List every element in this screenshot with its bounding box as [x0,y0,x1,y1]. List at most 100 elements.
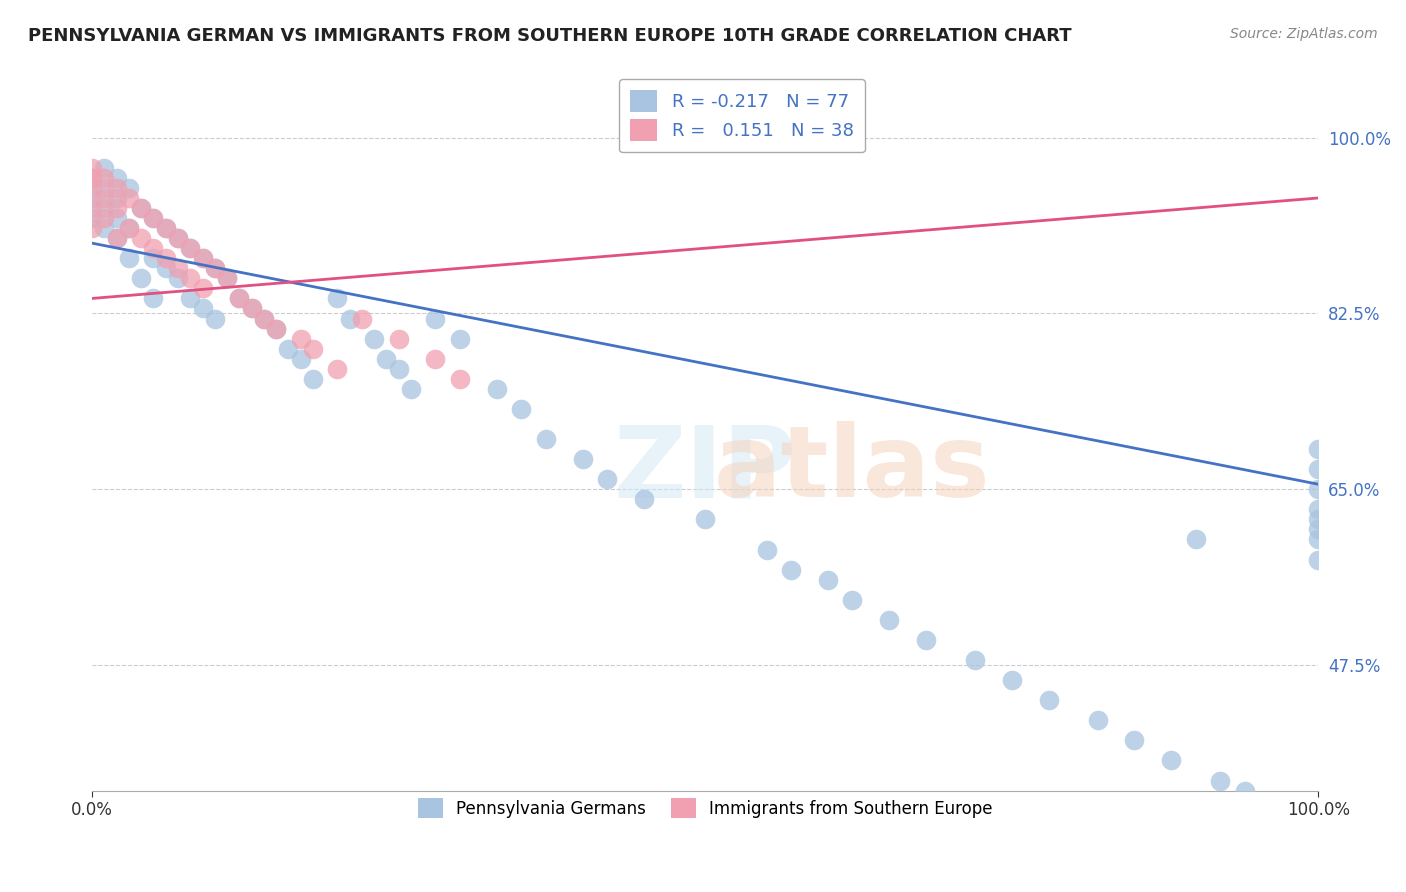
Point [204,311,226,326]
Text: atlas: atlas [714,421,991,518]
Point [82,221,104,235]
Point [253,311,276,326]
Point [191,281,214,295]
Point [1258,804,1281,818]
Point [105,201,128,215]
Point [388,332,411,346]
Point [142,211,165,225]
Point [1184,533,1206,547]
Point [339,311,361,326]
Point [179,271,201,285]
Point [118,191,141,205]
Point [215,271,238,285]
Point [129,231,152,245]
Point [191,252,214,266]
Point [118,221,141,235]
Point [93,211,115,225]
Point [1308,483,1330,497]
Point [534,432,557,446]
Point [82,161,104,175]
Point [129,201,152,215]
Point [129,201,152,215]
Point [915,632,938,647]
Point [105,231,128,245]
Point [155,221,177,235]
Point [302,372,325,386]
Point [277,342,299,356]
Point [633,492,655,507]
Point [155,252,177,266]
Point [105,191,128,205]
Point [1308,552,1330,566]
Point [1308,502,1330,516]
Point [82,181,104,195]
Point [571,452,593,467]
Point [1308,462,1330,476]
Point [425,351,447,366]
Point [105,211,128,225]
Point [191,301,214,316]
Point [155,221,177,235]
Point [302,342,325,356]
Point [179,241,201,255]
Point [485,382,508,396]
Point [142,211,165,225]
Point [264,321,287,335]
Point [179,292,201,306]
Point [142,241,165,255]
Point [240,301,263,316]
Point [449,372,471,386]
Text: ZIP: ZIP [614,421,797,518]
Point [82,170,104,185]
Point [877,613,900,627]
Point [167,231,190,245]
Point [1308,533,1330,547]
Point [363,332,385,346]
Point [425,311,447,326]
Point [963,653,986,667]
Point [1038,693,1060,707]
Point [1001,673,1024,687]
Point [326,361,349,376]
Point [1308,523,1330,537]
Point [82,201,104,215]
Point [93,201,115,215]
Point [105,170,128,185]
Point [142,292,165,306]
Point [1123,733,1146,747]
Point [118,221,141,235]
Point [1308,512,1330,526]
Point [82,211,104,225]
Point [93,170,115,185]
Point [449,332,471,346]
Legend: Pennsylvania Germans, Immigrants from Southern Europe: Pennsylvania Germans, Immigrants from So… [411,791,1000,825]
Point [290,351,312,366]
Point [93,181,115,195]
Point [695,512,717,526]
Point [228,292,250,306]
Point [596,472,619,486]
Point [204,261,226,276]
Point [1209,773,1232,788]
Point [93,161,115,175]
Point [326,292,349,306]
Point [129,271,152,285]
Point [1233,783,1256,797]
Point [204,261,226,276]
Point [1282,823,1305,838]
Point [142,252,165,266]
Point [399,382,422,396]
Point [1087,714,1109,728]
Point [93,221,115,235]
Point [780,563,803,577]
Point [228,292,250,306]
Point [82,191,104,205]
Text: Source: ZipAtlas.com: Source: ZipAtlas.com [1230,27,1378,41]
Point [841,592,863,607]
Point [191,252,214,266]
Point [82,170,104,185]
Point [179,241,201,255]
Point [253,311,276,326]
Text: PENNSYLVANIA GERMAN VS IMMIGRANTS FROM SOUTHERN EUROPE 10TH GRADE CORRELATION CH: PENNSYLVANIA GERMAN VS IMMIGRANTS FROM S… [28,27,1071,45]
Point [118,181,141,195]
